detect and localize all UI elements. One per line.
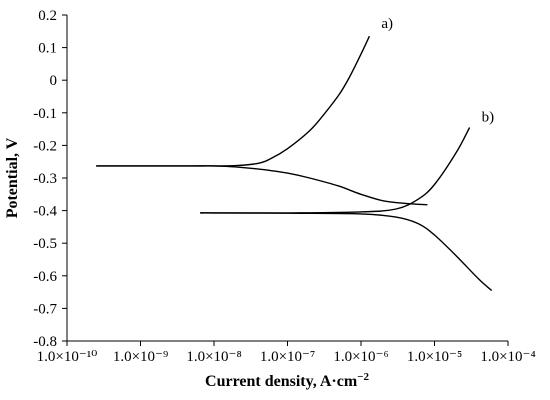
x-tick-label: 1.0×10⁻⁶ (333, 349, 388, 365)
x-axis-title: Current density, A·cm−2 (205, 371, 369, 390)
x-axis-ticks: 1.0×10⁻¹⁰ 1.0×10⁻⁹ 1.0×10⁻⁸ 1.0×10⁻⁷ 1.0×10⁻… (37, 341, 536, 365)
y-tick-label: 0.2 (38, 8, 57, 24)
y-tick-label: -0.6 (33, 269, 57, 285)
curve-label-b: b) (482, 109, 495, 125)
y-tick-label: -0.7 (33, 301, 57, 317)
x-tick-label: 1.0×10⁻¹⁰ (37, 349, 98, 365)
x-tick-label: 1.0×10⁻⁴ (480, 349, 535, 365)
y-axis-title: Potential, V (4, 137, 21, 218)
y-tick-label: -0.8 (33, 334, 57, 350)
series-b-cathodic-branch (200, 212, 493, 292)
series-a-cathodic-branch (96, 165, 428, 206)
x-axis-title-text: Current density, A·cm (205, 373, 358, 390)
curve-label-a: a) (381, 16, 393, 32)
x-axis-title-superscript: −2 (357, 371, 369, 383)
curve-labels: a) b) (381, 16, 494, 125)
y-axis-ticks: -0.8 -0.7 -0.6 -0.5 -0.4 -0.3 -0.2 -0.1 0 0.1 0.2 (33, 8, 67, 350)
y-tick-label: -0.5 (33, 236, 57, 252)
plot-area (66, 15, 508, 342)
x-tick-label: 1.0×10⁻⁵ (407, 349, 462, 365)
curves (96, 35, 493, 292)
y-tick-label: -0.2 (33, 138, 57, 154)
y-tick-label: -0.3 (33, 171, 57, 187)
y-tick-label: -0.4 (33, 204, 57, 220)
y-tick-label: -0.1 (33, 106, 57, 122)
x-tick-label: 1.0×10⁻⁷ (260, 349, 315, 365)
y-tick-label: 0 (50, 73, 58, 89)
x-tick-label: 1.0×10⁻⁹ (113, 349, 168, 365)
series-b-anodic-branch (200, 127, 471, 214)
x-tick-label: 1.0×10⁻⁸ (186, 349, 241, 365)
series-a-anodic-branch (96, 35, 371, 167)
y-tick-label: 0.1 (38, 41, 57, 57)
